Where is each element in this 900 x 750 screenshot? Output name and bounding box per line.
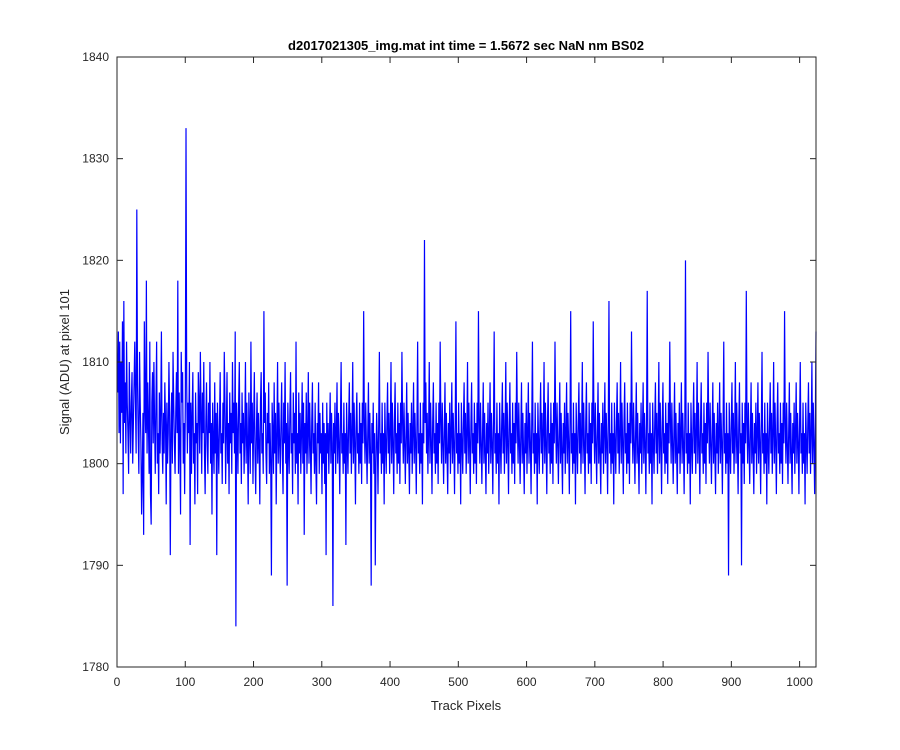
y-tick-label-1790: 1790 [82, 558, 109, 572]
axes-background [117, 57, 816, 667]
x-tick-label-1000: 1000 [786, 675, 813, 689]
y-tick-label-1810: 1810 [82, 355, 109, 369]
y-tick-label-1780: 1780 [82, 660, 109, 674]
y-tick-label-1840: 1840 [82, 50, 109, 64]
y-tick-label-1830: 1830 [82, 152, 109, 166]
x-axis-label: Track Pixels [431, 698, 502, 713]
x-tick-label-0: 0 [114, 675, 121, 689]
x-tick-label-100: 100 [175, 675, 195, 689]
x-tick-label-200: 200 [244, 675, 264, 689]
y-axis-label: Signal (ADU) at pixel 101 [57, 289, 72, 435]
series-line-0 [117, 128, 817, 627]
y-tick-label-1820: 1820 [82, 253, 109, 267]
x-tick-label-900: 900 [721, 675, 741, 689]
x-tick-label-600: 600 [517, 675, 537, 689]
x-tick-label-500: 500 [448, 675, 468, 689]
y-tick-label-1800: 1800 [82, 457, 109, 471]
x-tick-label-700: 700 [585, 675, 605, 689]
x-tick-label-800: 800 [653, 675, 673, 689]
x-tick-label-300: 300 [312, 675, 332, 689]
chart-title: d2017021305_img.mat int time = 1.5672 se… [288, 38, 644, 53]
plot-area: 0 100 200 300 400 500 600 700 800 900 1000 1780 1790… [82, 50, 817, 689]
x-tick-label-400: 400 [380, 675, 400, 689]
